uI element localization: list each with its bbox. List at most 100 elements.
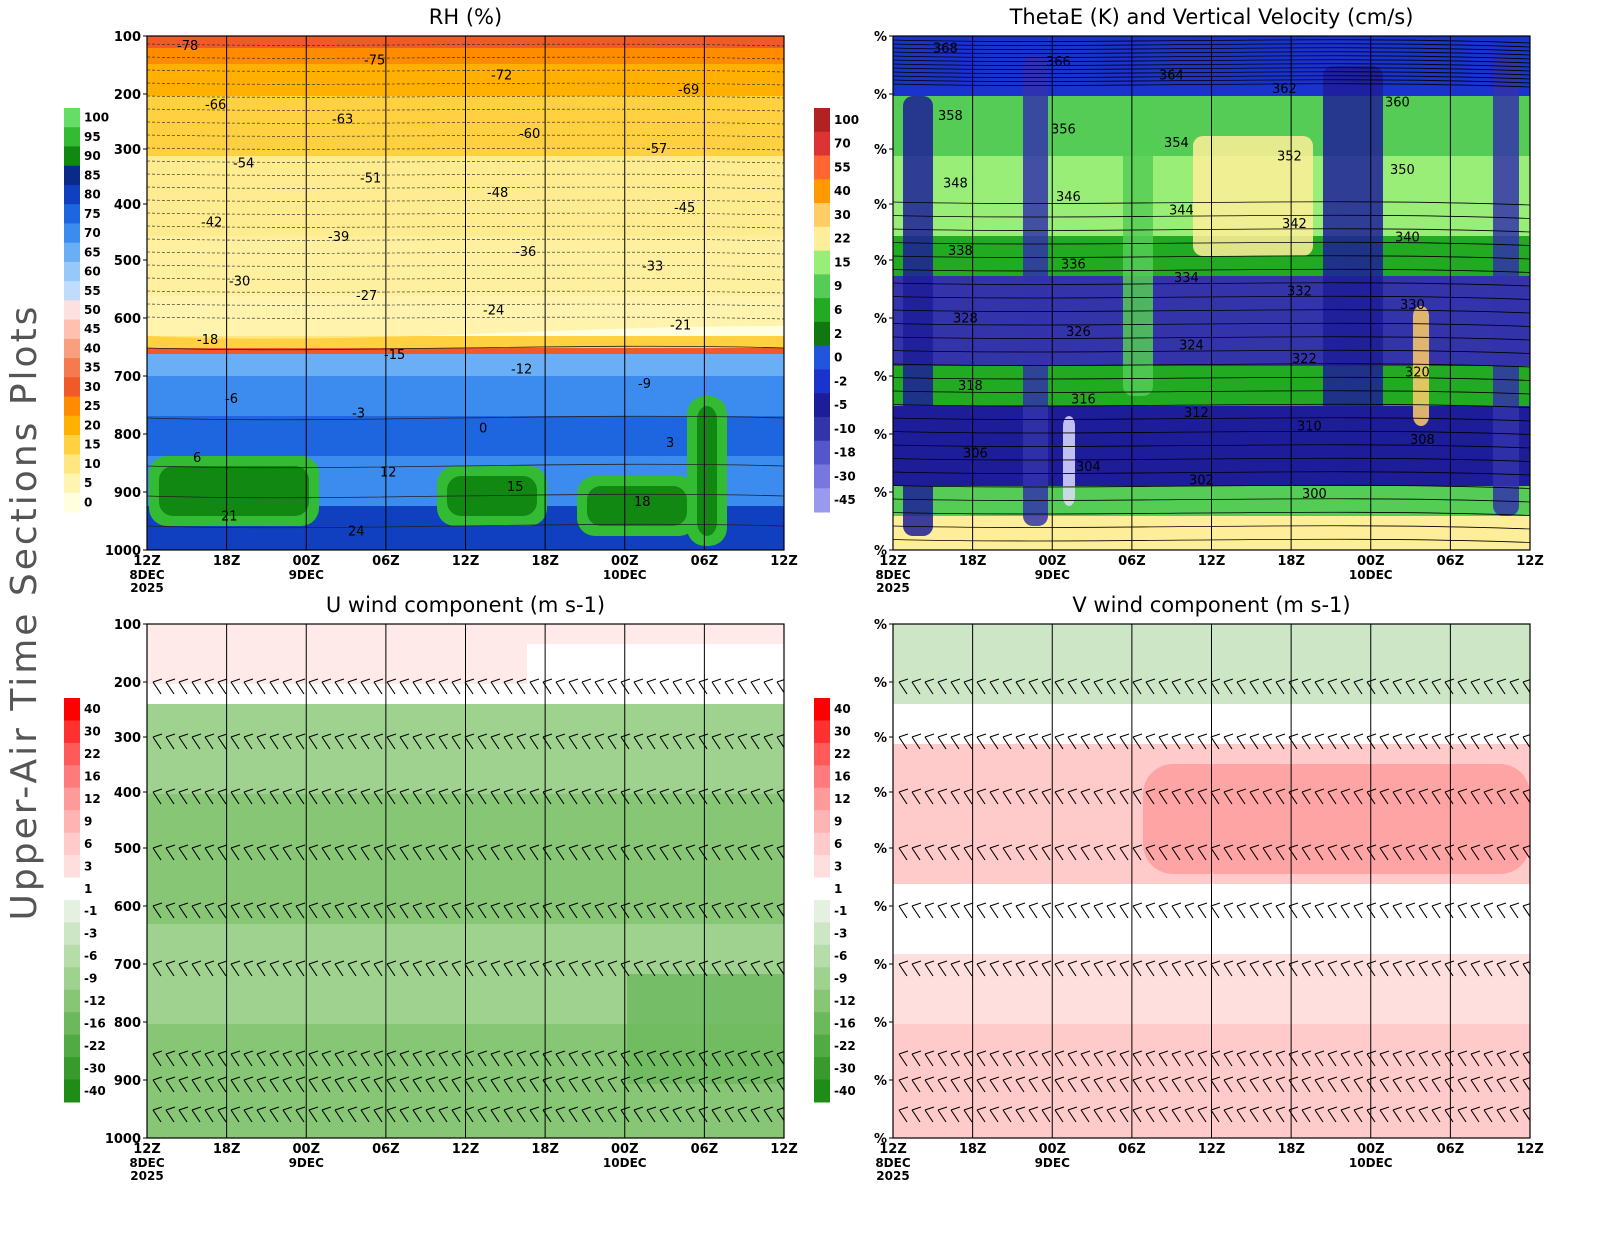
- wind-barb: [269, 733, 280, 750]
- wind-barb: [1093, 678, 1104, 695]
- wind-barb: [269, 960, 280, 977]
- wind-barb: [1210, 1106, 1221, 1123]
- wind-barb: [243, 1106, 254, 1123]
- wind-barb: [399, 788, 410, 805]
- wind-barb: [1145, 960, 1156, 977]
- field-blob: [1413, 306, 1429, 426]
- wind-barb: [555, 733, 566, 750]
- colorbar-label: -6: [834, 949, 847, 963]
- x-tick-label: 18Z: [531, 1142, 559, 1157]
- wind-barb: [1080, 1076, 1091, 1093]
- colorbar-label: 5: [84, 476, 92, 490]
- colorbar-label: 12: [834, 792, 851, 806]
- wind-barb: [438, 1076, 449, 1093]
- wind-barb: [386, 960, 397, 977]
- chart-panel-u: U wind component (m s-1) 100 200 300 400 500 6…: [64, 593, 798, 1183]
- wind-barb: [516, 960, 527, 977]
- wind-barb: [1002, 1076, 1013, 1093]
- contour-label: -60: [519, 127, 540, 142]
- colorbar-label: 30: [834, 725, 851, 739]
- wind-barb: [386, 844, 397, 861]
- wind-barb: [1340, 960, 1351, 977]
- wind-barb: [724, 960, 735, 977]
- wind-barb: [1093, 1050, 1104, 1067]
- colorbar-swatch: [64, 435, 80, 455]
- wind-barb: [1171, 960, 1182, 977]
- wind-barb: [1418, 844, 1429, 861]
- contour-line: [147, 345, 784, 351]
- wind-barb: [425, 1076, 436, 1093]
- wind-barb: [503, 844, 514, 861]
- contour-label: 342: [1282, 217, 1307, 232]
- wind-barb: [165, 960, 176, 977]
- chart-title: ThetaE (K) and Vertical Velocity (cm/s): [1009, 5, 1414, 29]
- wind-barb: [646, 960, 657, 977]
- contour-line: [147, 277, 784, 281]
- wind-barb: [438, 733, 449, 750]
- wind-barb: [1067, 902, 1078, 919]
- wind-barb: [464, 1076, 475, 1093]
- wind-barb: [347, 844, 358, 861]
- wind-barb: [1431, 902, 1442, 919]
- wind-barb: [1184, 1076, 1195, 1093]
- wind-barb: [698, 844, 709, 861]
- contour-label: 21: [221, 510, 238, 525]
- colorbar-label: 25: [84, 399, 101, 413]
- wind-barb: [646, 1050, 657, 1067]
- wind-barb: [256, 788, 267, 805]
- wind-barb: [542, 788, 553, 805]
- wind-barb: [659, 1050, 670, 1067]
- wind-barb: [976, 1050, 987, 1067]
- colorbar-swatch: [64, 1079, 80, 1103]
- wind-barb: [503, 1050, 514, 1067]
- colorbar-label: -3: [834, 927, 847, 941]
- wind-barb: [321, 844, 332, 861]
- contour-line: [893, 255, 1530, 260]
- wind-barb: [399, 1106, 410, 1123]
- contour-line: [147, 264, 784, 268]
- colorbar-swatch: [64, 300, 80, 321]
- wind-barb: [1379, 733, 1390, 750]
- wind-barb: [1210, 960, 1221, 977]
- wind-barb: [1483, 844, 1494, 861]
- wind-barb: [1262, 733, 1273, 750]
- wind-barb: [646, 733, 657, 750]
- wind-barb: [477, 788, 488, 805]
- wind-barb: [937, 902, 948, 919]
- y-tick-label: 300: [114, 143, 141, 158]
- wind-barb: [425, 1050, 436, 1067]
- wind-barb: [243, 960, 254, 977]
- wind-barb: [568, 902, 579, 919]
- contour-label: -66: [205, 98, 226, 113]
- wind-barb: [542, 678, 553, 695]
- colorbar-swatch: [64, 742, 80, 766]
- wind-barb: [594, 960, 605, 977]
- wind-barb: [1353, 1050, 1364, 1067]
- wind-barb: [1353, 1106, 1364, 1123]
- x-date-label: 2025: [130, 1169, 163, 1183]
- wind-barb: [1210, 1050, 1221, 1067]
- wind-barb: [1158, 960, 1169, 977]
- x-date-label: 9DEC: [289, 568, 325, 582]
- colorbar-label: 20: [84, 418, 101, 432]
- wind-barb: [1457, 960, 1468, 977]
- contour-line: [147, 415, 784, 421]
- wind-barb: [191, 902, 202, 919]
- wind-barb: [1470, 844, 1481, 861]
- y-tick-label: %: [874, 30, 887, 45]
- wind-barb: [334, 1076, 345, 1093]
- contour-line: [893, 525, 1530, 530]
- wind-barb: [1249, 788, 1260, 805]
- wind-barb: [711, 960, 722, 977]
- colorbar-swatch: [814, 698, 830, 721]
- wind-barb: [646, 788, 657, 805]
- wind-barb: [451, 1050, 462, 1067]
- wind-barb: [165, 1106, 176, 1123]
- wind-barb: [633, 902, 644, 919]
- wind-barb: [1080, 1050, 1091, 1067]
- wind-barb: [698, 678, 709, 695]
- wind-barb: [243, 844, 254, 861]
- wind-barb: [386, 902, 397, 919]
- wind-barb: [1405, 1050, 1416, 1067]
- wind-barb: [1093, 902, 1104, 919]
